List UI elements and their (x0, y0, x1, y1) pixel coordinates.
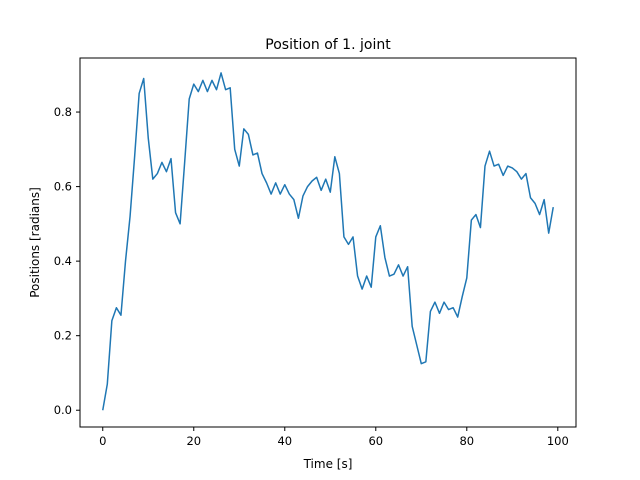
y-tick-label: 0.2 (54, 329, 72, 343)
y-tick-label: 0.0 (54, 403, 72, 417)
x-tick-label: 0 (99, 434, 106, 448)
x-tick-label: 20 (186, 434, 201, 448)
x-tick-label: 80 (459, 434, 474, 448)
x-tick-label: 40 (277, 434, 292, 448)
series-line-0 (102, 72, 554, 411)
plot-frame (79, 57, 577, 428)
y-tick-label: 0.6 (54, 180, 72, 194)
x-axis-ticks: 0 20 40 60 80 100 (99, 427, 569, 448)
plot-series (102, 72, 554, 411)
y-tick-label: 0.4 (54, 254, 72, 268)
y-tick-label: 0.8 (54, 105, 72, 119)
y-axis-ticks: 0.0 0.2 0.4 0.6 0.8 (54, 105, 80, 417)
chart-title: Position of 1. joint (265, 37, 391, 53)
x-tick-label: 60 (368, 434, 383, 448)
x-tick-label: 100 (547, 434, 569, 448)
x-axis-label: Time [s] (303, 457, 353, 471)
y-axis-label: Positions [radians] (28, 187, 42, 298)
